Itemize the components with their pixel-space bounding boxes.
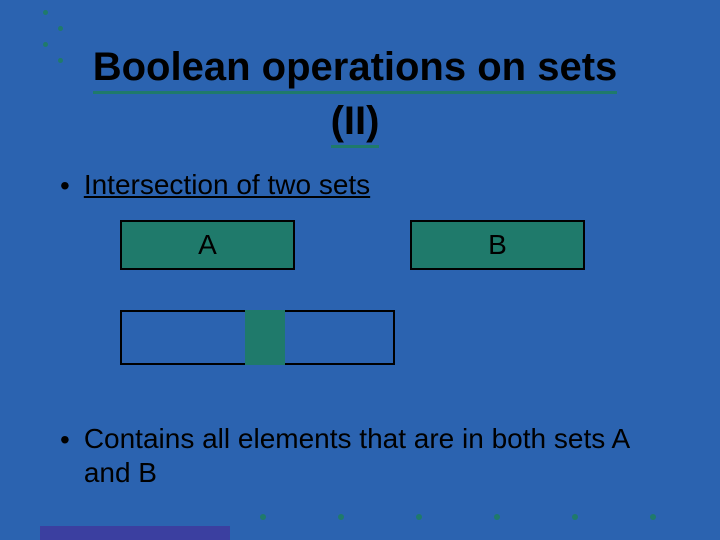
footer-bar [40, 526, 230, 540]
intersection-diagram: A B [90, 220, 610, 400]
slide: Boolean operations on sets (II) • Inters… [0, 0, 720, 540]
bullet-1: • Intersection of two sets [60, 168, 680, 204]
slide-title: Boolean operations on sets (II) [60, 40, 650, 148]
dot-icon [650, 514, 656, 520]
bullet-2: • Contains all elements that are in both… [60, 422, 680, 489]
bullet-marker-icon: • [60, 422, 70, 458]
dot-icon [260, 514, 266, 520]
dot-icon [43, 42, 48, 47]
footer-dots [260, 512, 700, 522]
set-a-label: A [198, 229, 217, 261]
dot-icon [43, 10, 48, 15]
bullet-2-text: Contains all elements that are in both s… [84, 422, 680, 489]
dot-icon [572, 514, 578, 520]
title-line2: (II) [331, 99, 380, 148]
bullet-marker-icon: • [60, 168, 70, 204]
dot-icon [58, 26, 63, 31]
title-line1: Boolean operations on sets [93, 45, 618, 94]
set-b-label: B [488, 229, 507, 261]
set-b-box: B [410, 220, 585, 270]
bullet-1-text: Intersection of two sets [84, 168, 680, 202]
dot-icon [494, 514, 500, 520]
intersection-fill-box [245, 310, 285, 365]
set-a-box: A [120, 220, 295, 270]
dot-icon [416, 514, 422, 520]
dot-icon [338, 514, 344, 520]
